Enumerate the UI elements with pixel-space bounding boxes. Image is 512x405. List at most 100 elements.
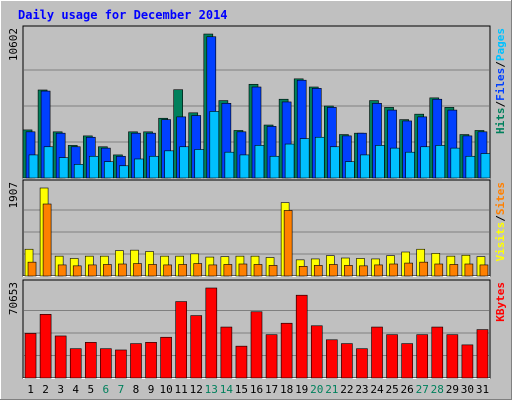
bar-pages-day-16 — [254, 145, 265, 179]
x-tick-label: 1 — [27, 383, 34, 396]
bar-sites-day-28 — [434, 263, 444, 277]
bar-pages-day-21 — [330, 146, 340, 179]
bar-kbytes-day-2 — [39, 314, 52, 379]
bar-pages-day-4 — [73, 164, 84, 179]
bar-sites-day-9 — [148, 264, 157, 277]
bar-pages-day-1 — [28, 154, 39, 179]
bar-pages-day-22 — [345, 161, 355, 179]
bar-pages-day-24 — [375, 145, 385, 179]
bar-pages-day-18 — [284, 143, 295, 179]
x-tick-label: 17 — [265, 383, 278, 396]
bar-sites-day-20 — [313, 265, 323, 277]
bar-kbytes-day-22 — [341, 343, 353, 379]
bar-kbytes-day-4 — [69, 348, 82, 379]
x-tick-label: 26 — [401, 383, 414, 396]
x-tick-label: 7 — [118, 383, 125, 396]
max-label-hits-files-pages: 10602 — [7, 28, 20, 61]
legend-kbytes: KBytes — [494, 282, 507, 322]
x-tick-label: 29 — [446, 383, 459, 396]
bar-kbytes-day-10 — [160, 336, 172, 379]
x-tick-label: 23 — [355, 383, 368, 396]
bar-sites-day-13 — [208, 264, 218, 277]
x-tick-label: 9 — [148, 383, 155, 396]
x-tick-label: 20 — [310, 383, 323, 396]
bar-sites-day-12 — [193, 263, 203, 277]
bar-kbytes-day-21 — [326, 339, 338, 379]
bar-sites-day-23 — [359, 265, 368, 277]
bar-sites-day-14 — [223, 264, 233, 277]
bar-kbytes-day-24 — [371, 326, 383, 379]
bar-sites-day-21 — [329, 264, 338, 277]
bar-pages-day-29 — [450, 147, 461, 179]
bar-sites-day-27 — [419, 261, 429, 277]
bar-sites-day-2 — [42, 203, 52, 277]
bar-kbytes-day-15 — [235, 345, 248, 379]
legend-separator: / — [494, 215, 507, 222]
x-tick-label: 13 — [205, 383, 218, 396]
legend-separator: / — [494, 101, 507, 108]
x-tick-label: 5 — [87, 383, 94, 396]
bar-sites-day-11 — [178, 264, 187, 277]
legend-entry-kbytes: KBytes — [494, 282, 507, 322]
bar-kbytes-day-13 — [205, 287, 218, 379]
bar-pages-day-30 — [465, 155, 476, 179]
x-tick-label: 11 — [175, 383, 188, 396]
x-tick-label: 15 — [235, 383, 248, 396]
bar-kbytes-day-7 — [115, 349, 127, 379]
bar-kbytes-day-28 — [431, 326, 444, 379]
bar-sites-day-22 — [344, 265, 353, 277]
bar-sites-day-6 — [103, 264, 112, 277]
bar-kbytes-day-26 — [401, 343, 413, 379]
bar-sites-day-25 — [389, 263, 398, 277]
bar-pages-day-9 — [149, 155, 159, 179]
bar-kbytes-day-23 — [356, 348, 368, 379]
legend-separator: / — [494, 61, 507, 68]
bar-pages-day-7 — [119, 165, 129, 179]
bar-pages-day-10 — [164, 150, 174, 179]
bar-kbytes-day-29 — [446, 334, 459, 379]
x-tick-label: 25 — [385, 383, 398, 396]
bar-kbytes-day-1 — [24, 333, 37, 379]
x-tick-label: 6 — [103, 383, 110, 396]
bar-pages-day-25 — [390, 147, 400, 179]
bar-pages-day-5 — [88, 155, 99, 179]
x-tick-label: 12 — [190, 383, 203, 396]
bar-sites-day-1 — [27, 261, 37, 277]
legend-entry-pages: Pages — [494, 28, 507, 61]
bar-kbytes-day-5 — [84, 342, 97, 379]
x-tick-label: 3 — [57, 383, 64, 396]
bar-sites-day-17 — [268, 265, 278, 277]
bar-pages-day-19 — [299, 138, 310, 179]
bar-sites-day-19 — [298, 266, 308, 277]
bar-pages-day-26 — [405, 151, 415, 179]
bar-kbytes-day-6 — [100, 348, 112, 379]
bar-kbytes-day-18 — [280, 322, 293, 379]
bar-sites-day-10 — [163, 264, 172, 277]
bar-kbytes-day-14 — [220, 326, 233, 379]
x-tick-label: 24 — [370, 383, 384, 396]
bar-pages-day-23 — [360, 154, 370, 179]
x-tick-label: 27 — [416, 383, 429, 396]
x-tick-label: 28 — [431, 383, 444, 396]
bar-sites-day-26 — [404, 262, 413, 277]
legend-entry-files: Files — [494, 68, 507, 101]
bar-kbytes-day-16 — [250, 311, 263, 379]
x-tick-label: 14 — [220, 383, 234, 396]
bar-sites-day-5 — [87, 264, 97, 277]
bar-kbytes-day-25 — [386, 334, 398, 379]
x-tick-label: 19 — [295, 383, 308, 396]
bar-pages-day-6 — [104, 161, 114, 179]
bar-kbytes-day-17 — [265, 334, 278, 379]
bar-kbytes-day-27 — [416, 334, 429, 379]
x-tick-label: 30 — [461, 383, 474, 396]
x-tick-label: 4 — [72, 383, 79, 396]
bar-pages-day-13 — [209, 111, 220, 179]
bar-pages-day-12 — [194, 149, 205, 179]
max-label-visits-sites: 1907 — [7, 182, 20, 209]
bar-pages-day-17 — [269, 155, 280, 179]
bar-sites-day-3 — [57, 264, 67, 277]
x-tick-label: 31 — [476, 383, 489, 396]
bar-kbytes-day-31 — [476, 329, 489, 379]
legend-entry-visits: Visits — [494, 222, 507, 262]
